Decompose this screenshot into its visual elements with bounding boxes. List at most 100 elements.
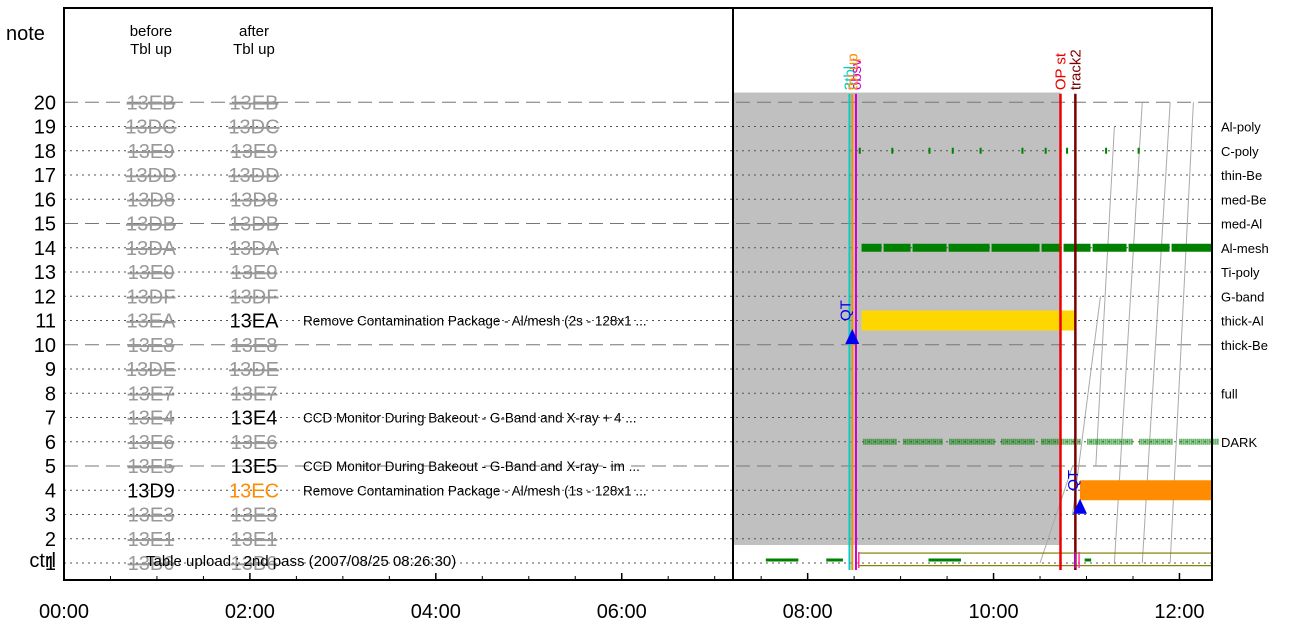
activity-tick (1019, 438, 1021, 445)
activity-tick (887, 438, 889, 445)
note-header: note (6, 23, 45, 45)
activity-tick (881, 438, 883, 445)
activity-tick (1167, 438, 1169, 445)
activity-tick (1105, 147, 1108, 154)
activity-tick (1103, 438, 1105, 445)
activity-tick (1155, 438, 1157, 445)
activity-segment (1171, 243, 1212, 252)
activity-tick (1071, 438, 1073, 445)
activity-segment (861, 243, 882, 252)
marker-label-track2: track2 (1067, 49, 1084, 90)
activity-tick (1091, 438, 1093, 445)
activity-tick (955, 438, 957, 445)
qt-label: QT (837, 300, 854, 321)
activity-tick (1069, 438, 1071, 445)
after-cell-7: 13E4 (231, 408, 278, 430)
activity-tick (1215, 438, 1217, 445)
activity-tick (927, 438, 929, 445)
activity-tick (1047, 438, 1049, 445)
after-header-line1: after (239, 23, 269, 40)
activity-tick (935, 438, 937, 445)
activity-tick (973, 438, 975, 445)
activity-tick (1005, 438, 1007, 445)
activity-tick (1043, 438, 1045, 445)
after-cell-9: 13DE (229, 359, 279, 381)
activity-tick (993, 438, 995, 445)
activity-tick (1149, 438, 1151, 445)
activity-tick (895, 438, 897, 445)
right-label-Al-poly: Al-poly (1221, 120, 1261, 135)
x-tick-label-12:00: 12:00 (1154, 601, 1204, 623)
activity-tick (925, 438, 927, 445)
activity-tick (873, 438, 875, 445)
activity-tick (1127, 438, 1129, 445)
activity-tick (1045, 438, 1047, 445)
activity-tick (939, 438, 941, 445)
after-cell-5: 13E5 (231, 456, 278, 478)
activity-tick (963, 438, 965, 445)
row-number-2: 2 (45, 529, 56, 551)
activity-tick (1181, 438, 1183, 445)
activity-tick (1195, 438, 1197, 445)
before-header-line1: before (130, 23, 173, 40)
activity-tick (1027, 438, 1029, 445)
after-cell-12: 13DF (230, 286, 279, 308)
activity-tick (863, 438, 865, 445)
activity-tick (959, 438, 961, 445)
comment-11: Remove Contamination Package - Al/mesh (… (303, 314, 647, 329)
ctrl-label: ctrl (29, 550, 56, 572)
activity-tick (1197, 438, 1199, 445)
row-number-12: 12 (34, 286, 56, 308)
activity-tick (985, 438, 987, 445)
activity-tick (1101, 438, 1103, 445)
before-cell-12: 13DF (127, 286, 176, 308)
activity-tick (991, 438, 993, 445)
activity-tick (1049, 438, 1051, 445)
right-label-C-poly: C-poly (1221, 144, 1259, 159)
before-cell-4: 13D9 (127, 480, 175, 502)
activity-tick (1055, 438, 1057, 445)
activity-tick (909, 438, 911, 445)
activity-tick (1129, 438, 1131, 445)
activity-tick (917, 438, 919, 445)
before-cell-2: 13E1 (128, 529, 175, 551)
activity-tick (983, 438, 985, 445)
activity-tick (1089, 438, 1091, 445)
activity-tick (883, 438, 885, 445)
after-cell-3: 13E3 (231, 505, 278, 527)
activity-tick (1011, 438, 1013, 445)
after-cell-4: 13EC (229, 480, 279, 502)
activity-segment (1041, 243, 1062, 252)
row-number-1: 1 (45, 553, 56, 575)
activity-tick (928, 147, 931, 154)
activity-tick (1201, 438, 1203, 445)
after-header-line2: Tbl up (233, 41, 275, 58)
activity-tick (1169, 438, 1171, 445)
activity-tick (1041, 438, 1043, 445)
activity-tick (1079, 438, 1081, 445)
activity-tick (1139, 438, 1141, 445)
activity-tick (989, 438, 991, 445)
activity-tick (1115, 438, 1117, 445)
row-number-14: 14 (34, 238, 56, 260)
activity-tick (1191, 438, 1193, 445)
activity-tick (905, 438, 907, 445)
row-number-17: 17 (34, 165, 56, 187)
activity-tick (875, 438, 877, 445)
activity-tick (889, 438, 891, 445)
before-cell-5: 13E5 (128, 456, 175, 478)
activity-tick (1157, 438, 1159, 445)
row-number-4: 4 (45, 480, 56, 502)
activity-tick (941, 438, 943, 445)
qt-label: QT (1065, 470, 1082, 491)
activity-tick (1061, 438, 1063, 445)
after-cell-16: 13D8 (230, 189, 278, 211)
row-number-13: 13 (34, 262, 56, 284)
x-tick-label-00:00: 00:00 (39, 601, 89, 623)
activity-tick (893, 438, 895, 445)
activity-tick (869, 438, 871, 445)
activity-tick (911, 438, 913, 445)
activity-tick (1023, 438, 1025, 445)
after-cell-13: 13E0 (231, 262, 278, 284)
